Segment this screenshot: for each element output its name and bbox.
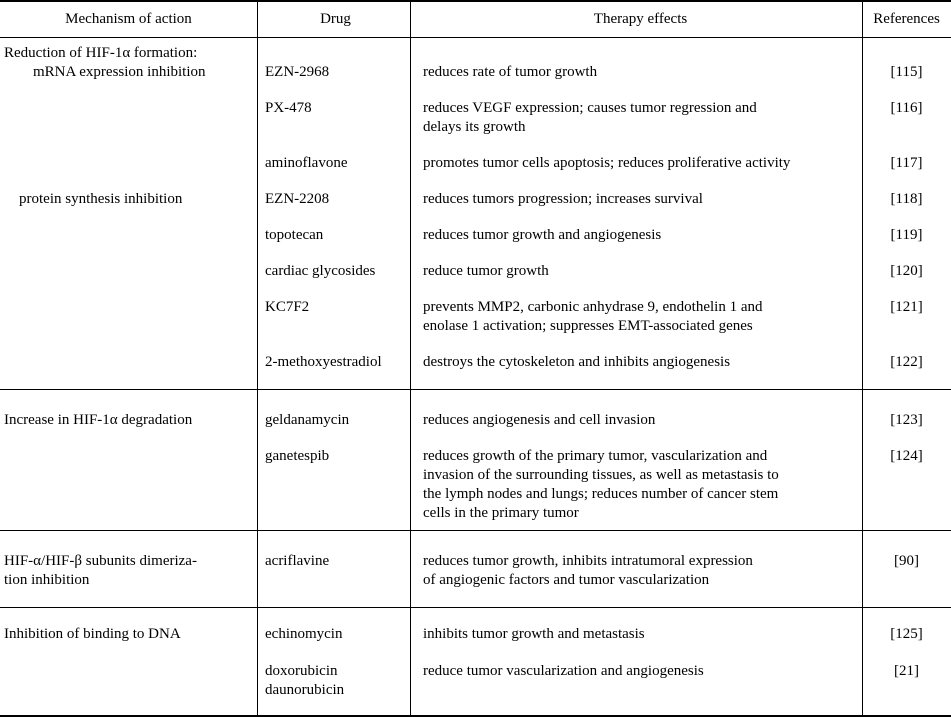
- reference-cell: [117]: [890, 155, 923, 171]
- table-row: protein synthesis inhibition EZN-2208 re…: [0, 190, 951, 209]
- reference-cell: [90]: [894, 553, 919, 569]
- drug-cell: echinomycin: [265, 626, 343, 642]
- col-header-references: References: [873, 11, 940, 27]
- reference-cell: [118]: [890, 191, 923, 207]
- col-header-therapy-effects: Therapy effects: [593, 11, 688, 27]
- reference-cell: [115]: [890, 64, 923, 80]
- effects-cell: reduces tumor growth, inhibits intratumo…: [423, 553, 753, 588]
- section-dna-binding-inhibition: Inhibition of binding to DNA echinomycin…: [0, 607, 951, 700]
- reference-cell: [124]: [890, 448, 923, 464]
- column-divider: [257, 2, 258, 715]
- drug-cell: 2-methoxyestradiol: [265, 354, 382, 370]
- drug-cell: EZN-2208: [265, 191, 330, 207]
- effects-cell: reduces VEGF expression; causes tumor re…: [423, 100, 757, 135]
- reference-cell: [116]: [890, 100, 923, 116]
- effects-cell: promotes tumor cells apoptosis; reduces …: [423, 155, 791, 171]
- effects-cell: reduces tumors progression; increases su…: [423, 191, 703, 207]
- effects-cell: prevents MMP2, carbonic anhydrase 9, end…: [423, 299, 763, 334]
- section-hif1a-degradation-increase: Increase in HIF-1α degradation geldanamy…: [0, 389, 951, 523]
- reference-cell: [21]: [894, 663, 919, 679]
- table-row: ganetespib reduces growth of the primary…: [0, 447, 951, 523]
- table-row: KC7F2 prevents MMP2, carbonic anhydrase …: [0, 298, 951, 336]
- reference-cell: [120]: [890, 263, 923, 279]
- effects-cell: reduce tumor growth: [423, 263, 549, 279]
- effects-cell: reduces tumor growth and angiogenesis: [423, 227, 662, 243]
- reference-cell: [122]: [890, 354, 923, 370]
- table-row: Inhibition of binding to DNA echinomycin…: [0, 625, 951, 644]
- mechanism-cell: Inhibition of binding to DNA: [4, 626, 181, 642]
- effects-cell: reduces angiogenesis and cell invasion: [423, 412, 656, 428]
- mechanism-cell: Increase in HIF-1α degradation: [4, 412, 193, 428]
- drug-cell: EZN-2968: [265, 64, 330, 80]
- table-row: Increase in HIF-1α degradation geldanamy…: [0, 411, 951, 430]
- table-row: topotecan reduces tumor growth and angio…: [0, 226, 951, 245]
- effects-cell: inhibits tumor growth and metastasis: [423, 626, 645, 642]
- section-dimerization-inhibition: HIF-α/HIF-β subunits dimeriza- tion inhi…: [0, 530, 951, 590]
- table-row: PX-478 reduces VEGF expression; causes t…: [0, 99, 951, 137]
- column-divider: [410, 2, 411, 715]
- drug-cell: topotecan: [265, 227, 324, 243]
- table-row: doxorubicin daunorubicin reduce tumor va…: [0, 662, 951, 700]
- drug-cell: geldanamycin: [265, 412, 350, 428]
- drug-cell: PX-478: [265, 100, 312, 116]
- mechanism-cell: protein synthesis inhibition: [19, 191, 183, 207]
- drug-cell: doxorubicin daunorubicin: [265, 663, 345, 698]
- effects-cell: reduce tumor vascularization and angioge…: [423, 663, 704, 679]
- table-row: cardiac glycosides reduce tumor growth […: [0, 262, 951, 281]
- drug-cell: KC7F2: [265, 299, 310, 315]
- table-row: mRNA expression inhibition EZN-2968 redu…: [0, 63, 951, 82]
- col-header-mechanism: Mechanism of action: [65, 11, 192, 27]
- mechanism-cell: mRNA expression inhibition: [33, 64, 206, 80]
- mechanism-cell: Reduction of HIF-1α formation:: [4, 45, 198, 61]
- header-row: Mechanism of action Drug Therapy effects…: [0, 2, 951, 38]
- drug-cell: acriflavine: [265, 553, 330, 569]
- effects-cell: destroys the cytoskeleton and inhibits a…: [423, 354, 731, 370]
- table-row: 2-methoxyestradiol destroys the cytoskel…: [0, 353, 951, 372]
- reference-cell: [121]: [890, 299, 923, 315]
- drug-cell: aminoflavone: [265, 155, 348, 171]
- mechanism-cell: HIF-α/HIF-β subunits dimeriza- tion inhi…: [4, 553, 197, 588]
- section-hif1a-formation-reduction: Reduction of HIF-1α formation: mRNA expr…: [0, 38, 951, 372]
- effects-cell: reduces growth of the primary tumor, vas…: [423, 448, 779, 521]
- table-row: aminoflavone promotes tumor cells apopto…: [0, 154, 951, 173]
- table-row: Reduction of HIF-1α formation:: [0, 44, 951, 63]
- effects-cell: reduces rate of tumor growth: [423, 64, 598, 80]
- reference-cell: [119]: [890, 227, 923, 243]
- col-header-drug: Drug: [320, 11, 351, 27]
- drug-cell: ganetespib: [265, 448, 330, 464]
- reference-cell: [123]: [890, 412, 923, 428]
- column-divider: [862, 2, 863, 715]
- table-row: HIF-α/HIF-β subunits dimeriza- tion inhi…: [0, 552, 951, 590]
- drug-cell: cardiac glycosides: [265, 263, 376, 279]
- reference-cell: [125]: [890, 626, 923, 642]
